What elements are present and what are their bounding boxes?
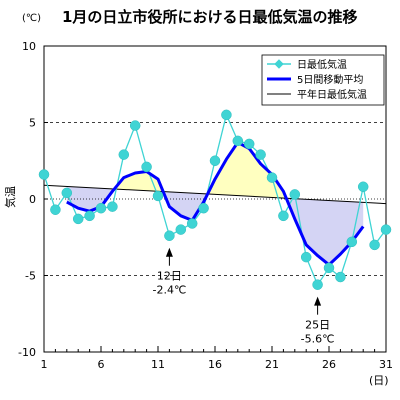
legend-daily-marker bbox=[274, 59, 284, 69]
daily-minimum-point bbox=[346, 236, 358, 248]
daily-minimum-point bbox=[266, 172, 278, 183]
y-tick-label: -10 bbox=[18, 346, 36, 359]
daily-minimum-point bbox=[152, 190, 164, 202]
annotation-label: -2.4℃ bbox=[152, 284, 186, 297]
annotation-label: -5.6℃ bbox=[301, 333, 335, 346]
legend-moving-average-label: 5日間移動平均 bbox=[297, 73, 363, 86]
x-tick-label: 31 bbox=[379, 358, 393, 371]
daily-minimum-point bbox=[84, 210, 95, 222]
x-tick-label: 26 bbox=[322, 358, 336, 371]
daily-minimum-point bbox=[129, 120, 141, 131]
annotation-label: 12日 bbox=[157, 270, 182, 283]
above-normal-fill bbox=[207, 142, 287, 199]
daily-minimum-point bbox=[357, 181, 369, 193]
x-tick-label: 1 bbox=[41, 358, 48, 371]
daily-minimum-point bbox=[164, 230, 175, 241]
x-tick-label: 16 bbox=[208, 358, 222, 371]
unit-label: (℃) bbox=[22, 13, 41, 24]
daily-minimum-point bbox=[118, 149, 130, 160]
y-tick-label: 5 bbox=[29, 117, 36, 130]
below-normal-fill bbox=[66, 186, 115, 212]
daily-minimum-point bbox=[221, 109, 232, 121]
legend-normal-label: 平年日最低気温 bbox=[297, 88, 367, 101]
legend: 日最低気温 5日間移動平均 平年日最低気温 bbox=[261, 54, 385, 106]
y-axis-label: 気温 bbox=[3, 186, 17, 208]
x-axis-unit-label: (日) bbox=[369, 374, 389, 387]
daily-minimum-point bbox=[335, 271, 346, 283]
daily-minimum-point bbox=[232, 135, 244, 147]
daily-minimum-point bbox=[209, 155, 221, 166]
normal-temperature-line bbox=[43, 184, 387, 205]
daily-minimum-point bbox=[255, 149, 266, 160]
daily-minimum-point bbox=[312, 279, 323, 290]
moving-average-line bbox=[66, 140, 365, 267]
daily-minimum-point bbox=[323, 262, 335, 274]
annotation-arrow-head bbox=[314, 296, 322, 306]
daily-minimum-point bbox=[61, 187, 73, 199]
x-tick-label: 21 bbox=[265, 358, 279, 371]
y-tick-label: 0 bbox=[29, 193, 36, 206]
annotation-12: 12日-2.4℃ bbox=[152, 247, 186, 297]
x-tick-label: 11 bbox=[151, 358, 165, 371]
daily-minimum-point bbox=[186, 218, 198, 229]
daily-minimum-point bbox=[300, 251, 312, 263]
daily-minimum-point bbox=[243, 138, 255, 150]
y-tick-label: -5 bbox=[25, 270, 36, 283]
annotation-label: 25日 bbox=[305, 319, 330, 332]
daily-minimum-point bbox=[95, 202, 107, 214]
daily-minimum-point bbox=[369, 239, 380, 251]
daily-minimum-point bbox=[72, 213, 84, 225]
annotation-arrow-head bbox=[165, 247, 173, 257]
annotation-25: 25日-5.6℃ bbox=[301, 296, 335, 346]
legend-daily-label: 日最低気温 bbox=[297, 58, 347, 71]
daily-minimum-point bbox=[38, 169, 50, 180]
chart-title: 1月の日立市役所における日最低気温の推移 bbox=[62, 8, 357, 26]
daily-minimum-point bbox=[141, 161, 152, 173]
daily-minimum-point bbox=[278, 210, 289, 222]
daily-minimum-point bbox=[107, 201, 118, 212]
y-tick-label: 10 bbox=[22, 40, 36, 53]
daily-minimum-point bbox=[50, 204, 61, 215]
daily-minimum-point bbox=[175, 224, 187, 235]
daily-minimum-point bbox=[289, 189, 301, 200]
daily-minimum-point bbox=[380, 224, 392, 235]
x-tick-label: 6 bbox=[98, 358, 105, 371]
daily-minimum-point bbox=[198, 202, 209, 214]
